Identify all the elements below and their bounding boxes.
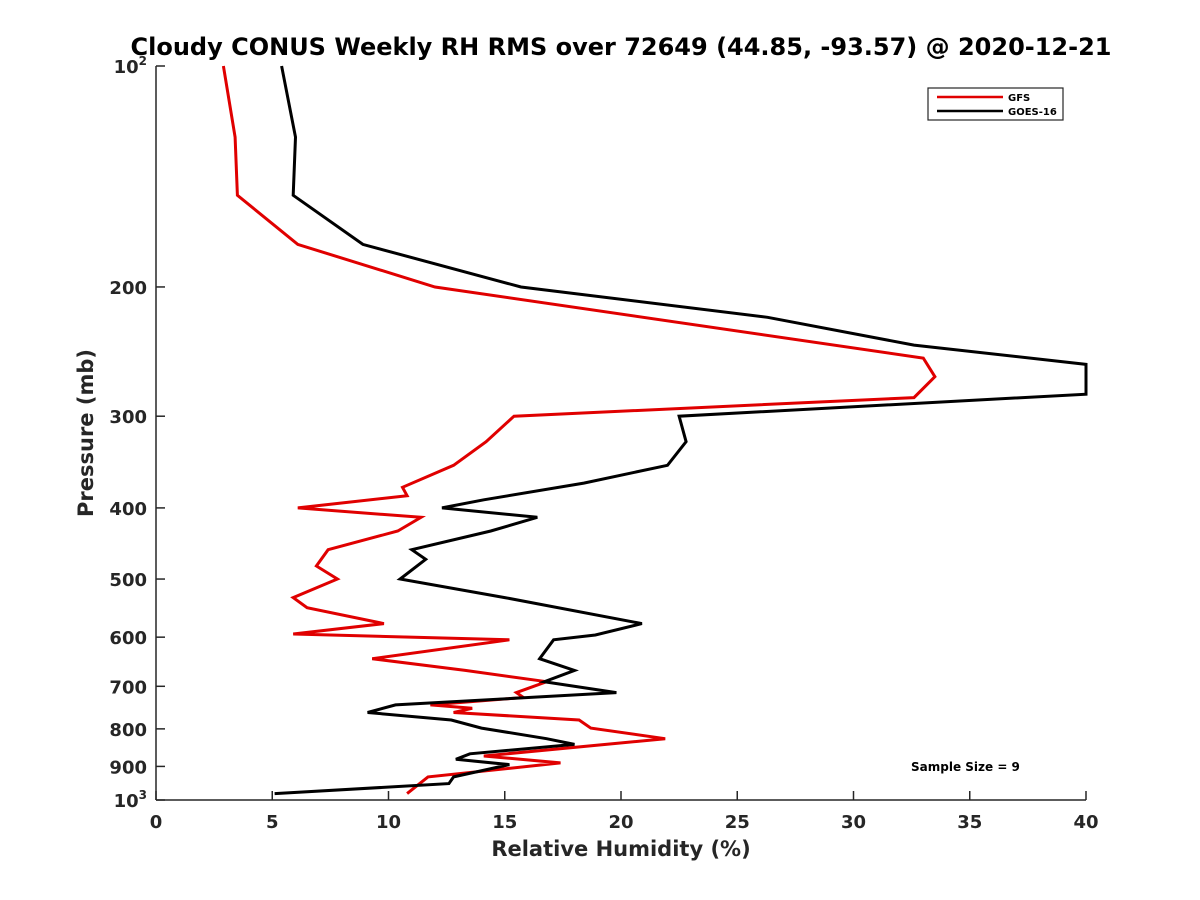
x-tick-label: 25: [725, 812, 750, 833]
y-tick-label: 400: [109, 499, 147, 520]
legend-box: [927, 87, 1064, 121]
y-tick-label: 600: [109, 628, 147, 649]
y-tick-exponent: 2: [139, 54, 147, 68]
y-tick-label: 700: [109, 677, 147, 698]
chart-title: Cloudy CONUS Weekly RH RMS over 72649 (4…: [131, 33, 1112, 61]
y-tick-label: 800: [109, 720, 147, 741]
y-tick-label: 900: [109, 757, 147, 778]
sample-size-annotation: Sample Size = 9: [911, 760, 1020, 774]
y-tick-exponent: 3: [139, 788, 147, 802]
axes-layer: [155, 66, 1086, 801]
y-tick-label: 300: [109, 407, 147, 428]
x-tick-label: 20: [608, 812, 633, 833]
x-tick-label: 10: [376, 812, 401, 833]
y-tick-label: 102: [114, 54, 147, 78]
legend-label-goes-16: GOES-16: [1008, 107, 1057, 118]
y-tick-base: 10: [114, 791, 139, 812]
x-tick-label: 5: [266, 812, 279, 833]
legend-entries: GFS GOES-16: [937, 93, 1057, 118]
y-axis-label: Pressure (mb): [74, 349, 98, 517]
x-axis-label: Relative Humidity (%): [491, 837, 750, 861]
x-ticks: 0 5 10 15 20 25 30 35 40: [150, 791, 1099, 833]
y-tick-label: 200: [109, 278, 147, 299]
x-tick-label: 35: [957, 812, 982, 833]
legend-label-gfs: GFS: [1008, 93, 1030, 104]
series-layer: [221, 65, 1088, 796]
y-tick-label: 103: [114, 788, 147, 812]
plot-area: 0 5 10 15 20 25 30 35 40 10220030040050060070080…: [109, 54, 1098, 833]
series-line-goes-16: [274, 65, 1088, 796]
series-line-gfs: [221, 65, 937, 795]
y-tick-label: 500: [109, 570, 147, 591]
x-tick-label: 0: [150, 812, 163, 833]
x-tick-label: 40: [1073, 812, 1098, 833]
y-tick-base: 10: [114, 57, 139, 78]
x-tick-label: 15: [492, 812, 517, 833]
legend: GFS GOES-16: [927, 87, 1064, 121]
x-tick-label: 30: [841, 812, 866, 833]
